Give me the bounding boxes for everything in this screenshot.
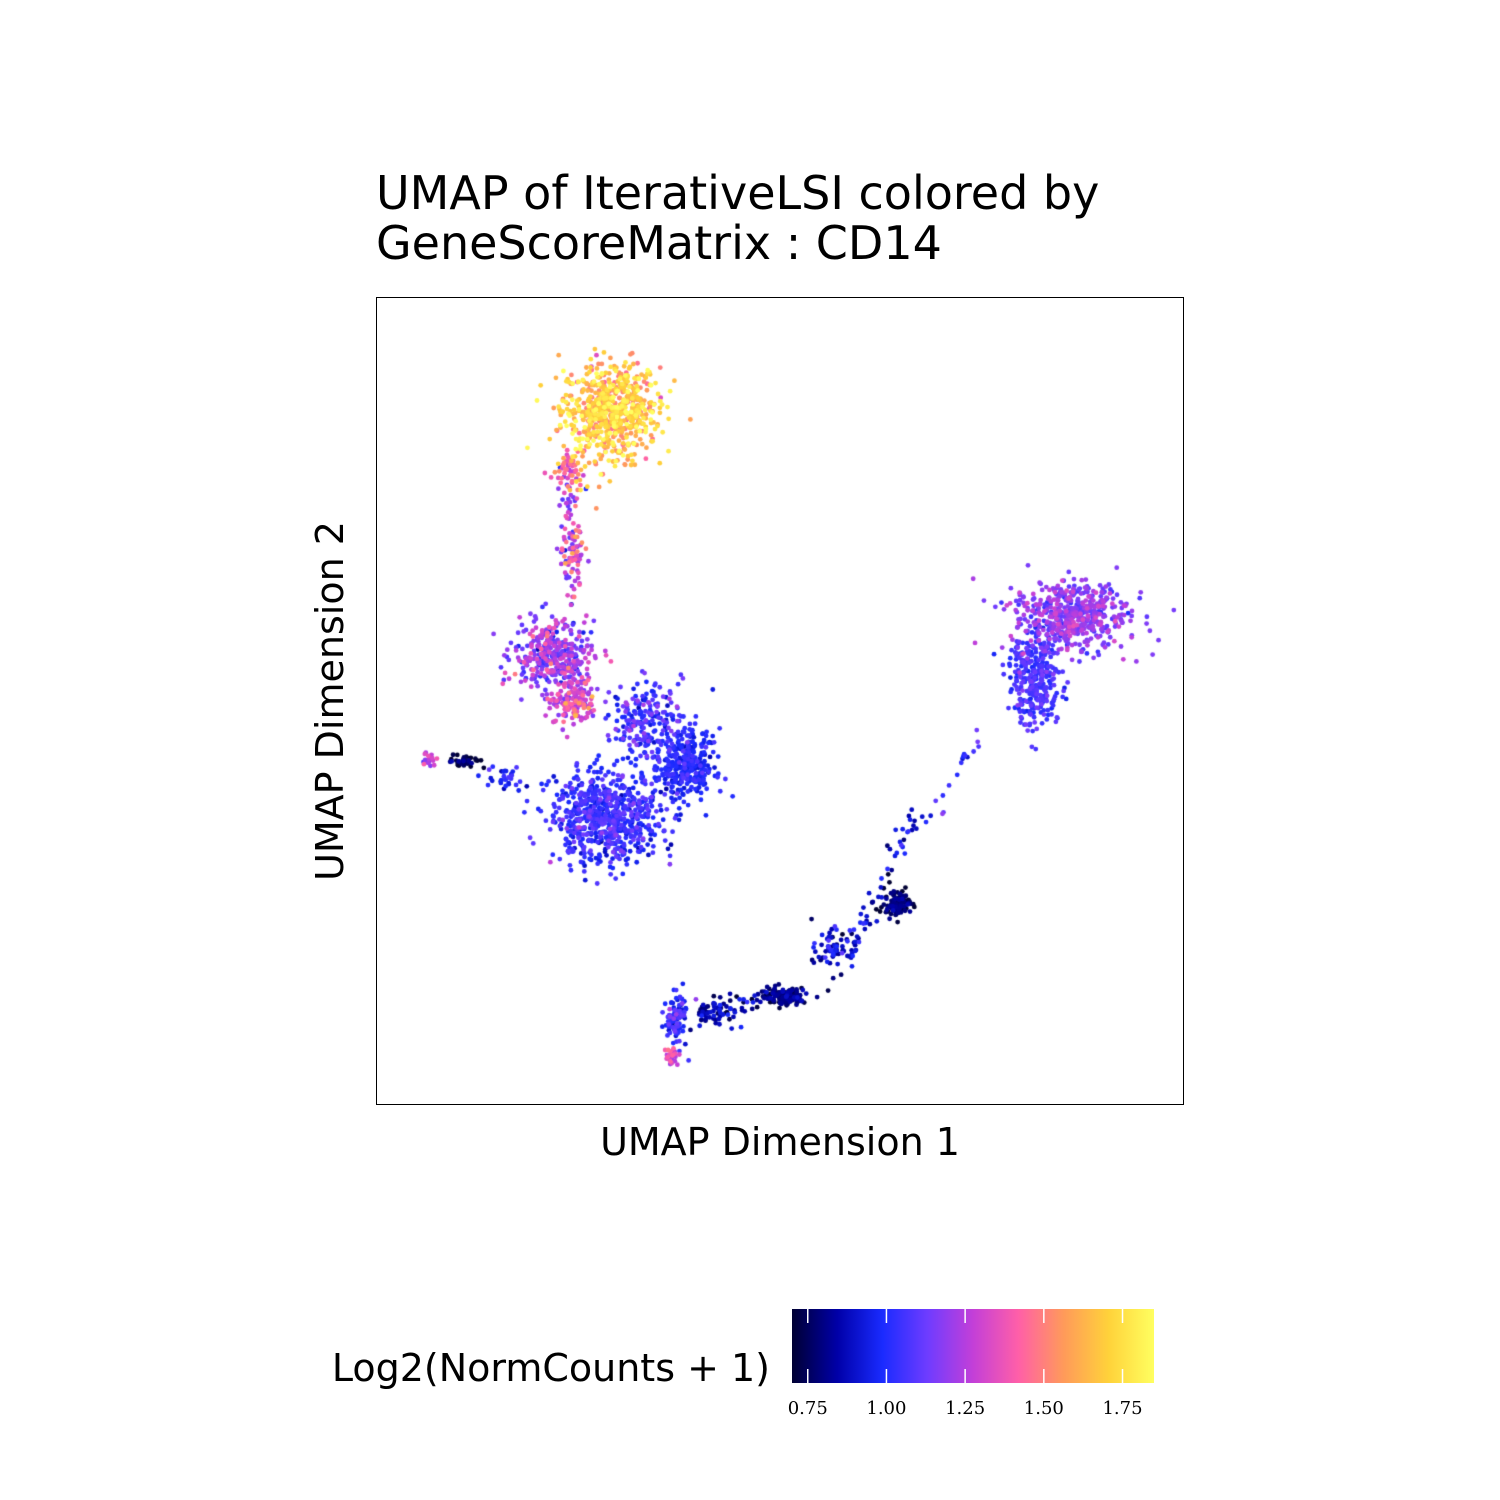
colorbar-tick-label: 1.25 — [945, 1398, 986, 1419]
colorbar — [792, 1309, 1154, 1383]
x-axis-label: UMAP Dimension 1 — [600, 1120, 960, 1164]
legend-title: Log2(NormCounts + 1) — [331, 1346, 770, 1390]
y-axis-label: UMAP Dimension 2 — [308, 521, 352, 881]
colorbar-tick-label: 0.75 — [787, 1398, 828, 1419]
chart-title-line-2: GeneScoreMatrix : CD14 — [376, 216, 942, 270]
umap-scatter-points — [376, 297, 1184, 1105]
colorbar-tick-label: 1.50 — [1023, 1398, 1064, 1419]
chart-title-line-1: UMAP of IterativeLSI colored by — [376, 166, 1100, 220]
colorbar-tick-label: 1.00 — [866, 1398, 907, 1419]
colorbar-gradient — [792, 1309, 1154, 1383]
chart-title: UMAP of IterativeLSI colored by GeneScor… — [376, 168, 1276, 268]
colorbar-tick-labels: 0.75 1.00 1.25 1.50 1.75 — [788, 1398, 1154, 1422]
colorbar-tick-label: 1.75 — [1102, 1398, 1143, 1419]
